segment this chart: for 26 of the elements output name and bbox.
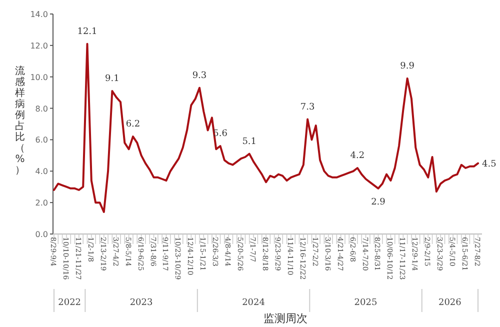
text: 2022 [58,298,82,308]
y-tick-label: 4.0 [35,167,48,176]
y-tick-label: 14.0 [30,10,48,19]
data-label: 2.9 [371,197,386,208]
text: 2024 [242,298,266,308]
x-axis-title: 监测周次 [264,312,308,325]
y-tick-label: 6.0 [35,136,48,145]
data-label: 7.3 [300,102,315,112]
data-label: 6.2 [126,120,140,130]
data-label: 4.2 [350,151,365,161]
y-tick-label: 2.0 [35,198,48,208]
text: 2023 [130,298,154,308]
y-tick-label: 12.0 [30,41,48,50]
data-label: 9.1 [105,74,120,84]
text: 2025 [354,298,378,308]
data-label: 9.9 [400,61,415,72]
line-series [53,42,479,213]
text: 2026 [438,298,462,308]
data-label: 4.5 [482,159,497,170]
y-tick-label: 8.0 [35,104,48,114]
data-label: 9.3 [192,70,207,81]
text: 流感样病例占比（%） [15,66,25,176]
data-label: 5.1 [242,136,257,147]
y-tick-label: 10.0 [30,72,48,82]
data-label: 12.1 [77,26,98,37]
y-tick-label: 0.0 [35,230,48,239]
